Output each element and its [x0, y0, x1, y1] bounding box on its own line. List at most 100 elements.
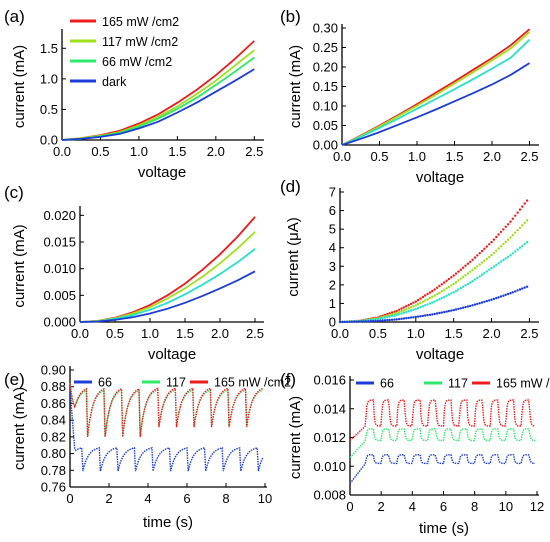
- series-line: [341, 39, 531, 146]
- data-point: [362, 320, 365, 323]
- data-point: [485, 299, 488, 303]
- data-point: [412, 301, 415, 304]
- data-point: [497, 296, 500, 299]
- data-point: [360, 320, 363, 323]
- y-tick-label: 5: [329, 222, 336, 237]
- panel-c: (c) 0.0 0.5 1.0 1.5 2.0 2.5 0.000 0.005 0.010 0.01…: [4, 183, 264, 363]
- x-axis-label: time (s): [419, 520, 469, 537]
- x-tick-label: 10: [499, 499, 513, 514]
- x-tick-label: 2.0: [483, 149, 501, 164]
- data-point: [488, 299, 491, 302]
- series-line: [69, 382, 264, 436]
- data-point: [409, 306, 413, 309]
- series-2: [61, 56, 255, 141]
- x-tick-label: 2.0: [207, 144, 225, 159]
- data-point: [521, 287, 524, 290]
- legend-label: 165 mW /cm2: [496, 377, 550, 391]
- data-point: [400, 307, 403, 310]
- data-point: [438, 284, 441, 288]
- x-tick-label: 1.5: [168, 144, 186, 159]
- x-tick-label: 1.0: [408, 149, 426, 164]
- data-point: [419, 315, 422, 318]
- data-point: [414, 304, 417, 307]
- x-axis-label: voltage: [138, 164, 186, 181]
- data-point: [471, 279, 474, 283]
- data-point: [516, 211, 519, 214]
- data-point: [490, 253, 493, 257]
- panel-e: (e) 0 2 4 6 8 10 0.76 0.78 0.80 0.820.84 0.86 0.880.…: [4, 363, 291, 532]
- series-3: [79, 270, 256, 323]
- data-point: [502, 294, 505, 297]
- data-point: [476, 276, 479, 280]
- data-point: [497, 233, 500, 236]
- series-0: [349, 454, 536, 484]
- data-point: [452, 308, 455, 312]
- data-point: [409, 302, 413, 306]
- data-point: [443, 310, 446, 314]
- data-point: [495, 296, 498, 300]
- x-tick-label: 0.5: [91, 144, 109, 159]
- y-tick-label: 0.84: [41, 413, 66, 428]
- series-line: [69, 387, 264, 472]
- data-point: [490, 298, 493, 301]
- data-point: [343, 320, 346, 324]
- data-point: [461, 285, 465, 288]
- data-point: [402, 317, 406, 320]
- data-point: [509, 253, 512, 257]
- data-point: [523, 286, 526, 289]
- data-point: [525, 199, 529, 202]
- y-tick-label: 1.5: [40, 41, 58, 56]
- x-tick-label: 6: [440, 499, 447, 514]
- data-point: [388, 312, 391, 315]
- data-point: [450, 309, 453, 312]
- data-point: [497, 247, 500, 250]
- data-point: [450, 276, 453, 279]
- data-point: [461, 266, 465, 269]
- data-point: [381, 319, 384, 322]
- data-point: [476, 254, 479, 257]
- series-line: [79, 248, 256, 323]
- x-tick-label: 1.0: [141, 326, 159, 341]
- data-point: [438, 311, 441, 315]
- data-point: [483, 259, 486, 262]
- data-point: [497, 262, 500, 265]
- data-point: [426, 303, 429, 306]
- data-point: [419, 301, 422, 305]
- data-point: [383, 319, 387, 322]
- series-line: [349, 399, 536, 441]
- data-point: [459, 286, 462, 290]
- data-point: [438, 291, 441, 294]
- data-point: [464, 284, 467, 287]
- x-tick-label: 0.0: [53, 144, 71, 159]
- y-axis-label: current (mA): [287, 45, 304, 128]
- data-point: [499, 245, 503, 248]
- data-point: [447, 277, 451, 281]
- legend-label: dark: [102, 75, 127, 89]
- data-point: [480, 249, 484, 253]
- data-point: [480, 261, 484, 264]
- data-point: [428, 291, 432, 294]
- data-point: [464, 274, 467, 277]
- series-line: [349, 428, 536, 459]
- data-point: [405, 317, 408, 320]
- y-tick-label: 0.0: [40, 133, 58, 148]
- data-point: [393, 318, 396, 321]
- data-point: [440, 296, 443, 300]
- data-point: [386, 315, 389, 319]
- data-point: [499, 295, 503, 298]
- data-point: [338, 320, 342, 324]
- data-point: [390, 311, 394, 314]
- y-tick-label: 2: [329, 277, 336, 292]
- data-point: [499, 260, 503, 263]
- panel-label: (a): [4, 7, 25, 26]
- data-point: [459, 307, 462, 310]
- y-tick-label: 0.000: [43, 315, 76, 330]
- x-tick-label: 1.0: [407, 326, 425, 341]
- data-point: [381, 316, 384, 320]
- data-point: [416, 315, 420, 318]
- data-point: [450, 292, 453, 295]
- series-0: [341, 28, 531, 146]
- data-point: [459, 268, 462, 271]
- data-point: [511, 217, 514, 220]
- panel-label: (e): [4, 370, 25, 389]
